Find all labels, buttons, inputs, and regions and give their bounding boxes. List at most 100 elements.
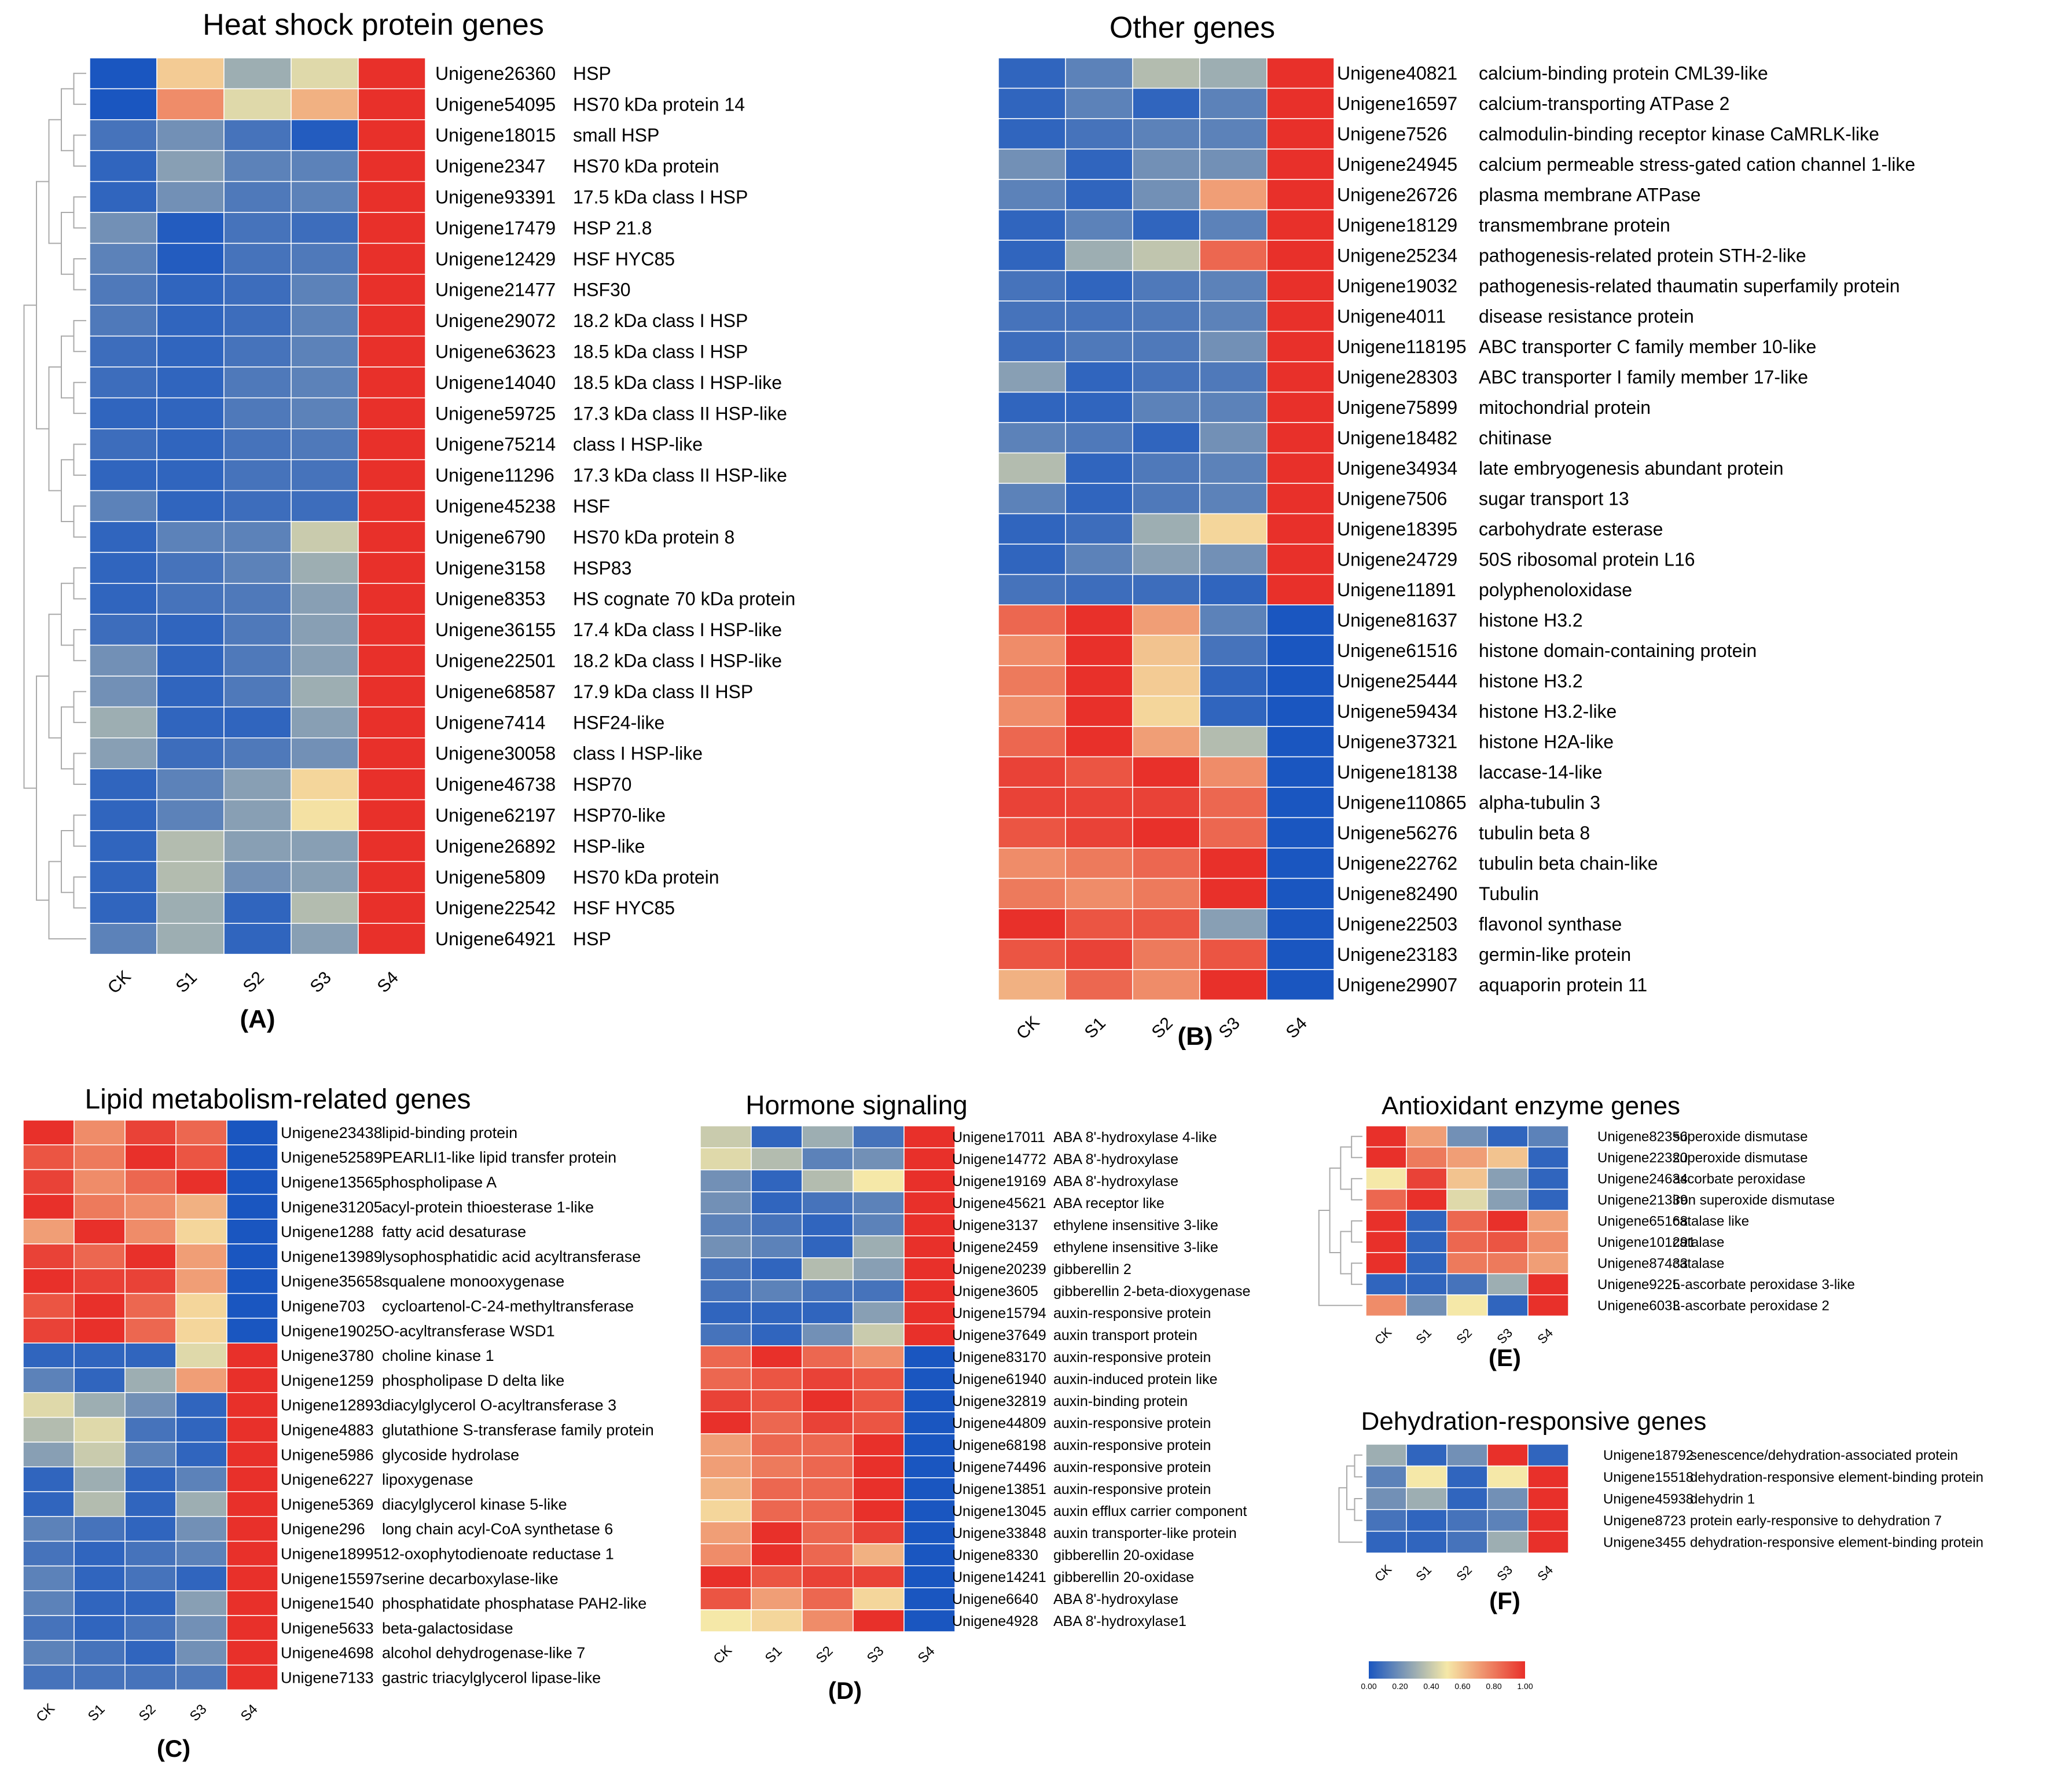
heatmap-cell: [1199, 969, 1268, 1001]
heatmap-cell: [156, 799, 225, 831]
heatmap-cell: [802, 1389, 854, 1412]
heatmap-cell: [291, 614, 359, 646]
gene-description-label: squalene monooxygenase: [382, 1273, 564, 1290]
heatmap-cell: [223, 706, 292, 739]
heatmap-cell: [226, 1640, 278, 1666]
gene-description-label: chitinase: [1479, 427, 1552, 448]
gene-id-label: Unigene23438: [281, 1124, 383, 1141]
heatmap-cell: [124, 1516, 177, 1542]
heatmap-cell: [751, 1521, 803, 1544]
gene-id-label: Unigene25444: [1337, 670, 1457, 691]
gene-description-label: 17.3 kDa class II HSP-like: [573, 465, 787, 486]
gene-description-label: HS cognate 70 kDa protein: [573, 589, 795, 610]
gene-id-label: Unigene22542: [435, 898, 556, 919]
gene-id-label: Unigene15794: [952, 1305, 1046, 1322]
gene-id-label: Unigene5809: [435, 867, 545, 887]
heatmap-cell: [853, 1433, 905, 1456]
heatmap-cell: [223, 119, 292, 151]
heatmap-cell: [291, 490, 359, 522]
gene-description-label: ABA receptor like: [1053, 1195, 1164, 1212]
gene-description-label: auxin efflux carrier component: [1053, 1503, 1247, 1519]
gene-id-label: Unigene82490: [1337, 883, 1457, 904]
heatmap-cell: [291, 304, 359, 337]
heatmap-cell: [291, 583, 359, 615]
gene-description-label: sugar transport 13: [1479, 488, 1629, 509]
heatmap-cell: [1527, 1444, 1569, 1467]
gene-description-label: senescence/dehydration-associated protei…: [1690, 1448, 1958, 1463]
heatmap-cell: [1199, 179, 1268, 211]
heatmap-cell: [998, 148, 1066, 180]
gene-description-label: pathogenesis-related thaumatin superfami…: [1479, 276, 1900, 296]
heatmap-cell: [89, 181, 157, 213]
heatmap-cell: [175, 1516, 227, 1542]
heatmap-cell: [1266, 270, 1335, 302]
heatmap-cell: [175, 1664, 227, 1691]
heatmap-cell: [1132, 908, 1200, 940]
heatmap-cell: [291, 892, 359, 924]
heatmap-cell: [89, 644, 157, 677]
heatmap-cell: [903, 1543, 956, 1566]
heatmap-cell: [223, 861, 292, 893]
heatmap-cell: [700, 1389, 752, 1412]
heatmap-cell: [223, 181, 292, 213]
heatmap-cell: [1132, 57, 1200, 89]
gene-id-label: Unigene64921: [435, 928, 556, 949]
heatmap-cell: [903, 1147, 956, 1170]
gene-id-label: Unigene65168: [1597, 1214, 1688, 1229]
gene-id-label: Unigene1540: [281, 1595, 374, 1612]
heatmap-cell: [1406, 1252, 1448, 1275]
gene-id-label: Unigene5633: [281, 1620, 374, 1637]
heatmap-cell: [1132, 452, 1200, 484]
heatmap-cell: [358, 737, 426, 769]
heatmap-cell: [175, 1194, 227, 1220]
heatmap-cell: [1266, 300, 1335, 332]
heatmap-cell: [1132, 483, 1200, 515]
heatmap-cell: [1065, 817, 1133, 849]
heatmap-cell: [175, 1119, 227, 1146]
gene-description-label: 17.5 kDa class I HSP: [573, 187, 748, 208]
heatmap-cell: [175, 1367, 227, 1393]
heatmap-cell: [1199, 604, 1268, 636]
heatmap-cell: [156, 923, 225, 955]
heatmap-cell: [74, 1590, 126, 1616]
gene-description-label: ABC transporter I family member 17-like: [1479, 366, 1808, 387]
heatmap-panel-b: Other genes Unigene40821 calcium-binding p…: [998, 11, 1915, 1051]
heatmap-cell: [1365, 1444, 1407, 1467]
gene-description-label: catalase like: [1673, 1214, 1749, 1229]
heatmap-cell: [1527, 1509, 1569, 1532]
heatmap-cell: [903, 1521, 956, 1544]
heatmap-cell: [1065, 209, 1133, 241]
gene-description-label: flavonol synthase: [1479, 913, 1622, 934]
heatmap-cell: [1365, 1210, 1407, 1232]
gene-id-label: Unigene11891: [1337, 579, 1456, 600]
heatmap-cell: [291, 799, 359, 831]
heatmap-cell: [1199, 513, 1268, 545]
gene-id-label: Unigene68587: [435, 681, 556, 702]
heatmap-cell: [853, 1499, 905, 1522]
heatmap-cell: [1132, 878, 1200, 909]
heatmap-cell: [89, 892, 157, 924]
gene-description-label: HSP-like: [573, 836, 645, 857]
heatmap-cell: [751, 1147, 803, 1170]
gene-id-label: Unigene13045: [952, 1503, 1046, 1519]
heatmap-cell: [1446, 1146, 1488, 1169]
heatmap-cell: [223, 428, 292, 460]
gene-id-label: Unigene118195: [1337, 336, 1467, 357]
heatmap-cell: [903, 1411, 956, 1434]
gene-description-label: lipid-binding protein: [382, 1124, 517, 1141]
heatmap-cell: [1365, 1487, 1407, 1510]
heatmap-cell: [1199, 574, 1268, 605]
heatmap-cell: [1065, 544, 1133, 575]
heatmap-cell: [223, 397, 292, 430]
heatmap-cell: [1487, 1188, 1529, 1211]
gene-description-label: polyphenoloxidase: [1479, 579, 1632, 600]
heatmap-cell: [1199, 483, 1268, 515]
heatmap-cell: [124, 1615, 177, 1641]
heatmap-cell: [700, 1191, 752, 1214]
heatmap-cell: [998, 847, 1066, 879]
heatmap-cell: [291, 644, 359, 677]
heatmap-cell: [1406, 1146, 1448, 1169]
heatmap-cell: [802, 1455, 854, 1478]
heatmap-cell: [223, 676, 292, 708]
gene-description-label: gibberellin 2-beta-dioxygenase: [1053, 1283, 1251, 1300]
